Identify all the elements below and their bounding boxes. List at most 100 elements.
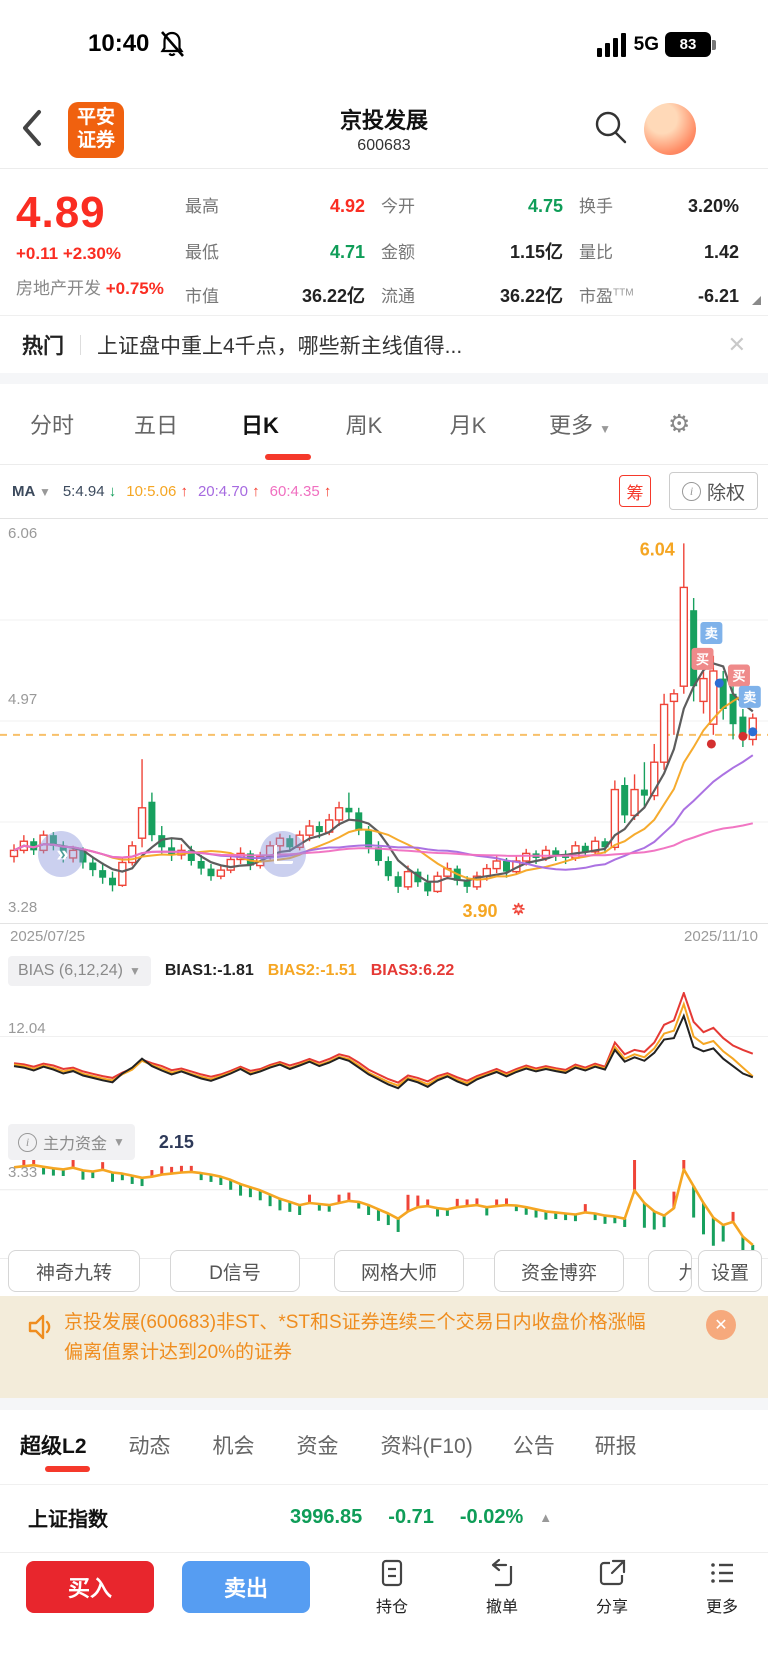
battery-icon: 83 bbox=[665, 32, 711, 57]
ma-selector[interactable]: MA ▼ bbox=[12, 482, 51, 500]
landscape-rotate-badge[interactable] bbox=[260, 831, 306, 877]
fast-forward-icon: » bbox=[56, 841, 68, 866]
tab-minute[interactable]: 分时 bbox=[29, 413, 74, 438]
fast-forward-badge[interactable]: » bbox=[38, 831, 84, 877]
settings-button[interactable]: 设置 bbox=[698, 1250, 762, 1292]
period-tabs: 分时 五日 日K 周K 月K 更多 ▼ ⚙ bbox=[0, 384, 768, 464]
action-bar: 买入 卖出 持仓 撤单 分享 更多 bbox=[0, 1552, 768, 1649]
chevron-down-icon: ▼ bbox=[599, 422, 612, 436]
svg-text:卖: 卖 bbox=[705, 626, 718, 641]
tab-more[interactable]: 更多 ▼ bbox=[548, 413, 612, 438]
clock: 10:40 bbox=[88, 30, 150, 57]
ma-indicator-bar: MA ▼ 5:4.94 ↓ 10:5.06 ↑ 20:4.70 ↑ 60:4.3… bbox=[0, 466, 768, 516]
tab-research[interactable]: 研报 bbox=[594, 1435, 637, 1458]
broker-logo[interactable]: 平安 证券 bbox=[68, 102, 124, 158]
magic-nine-button[interactable]: 神奇九转 bbox=[8, 1250, 140, 1292]
fund-header: i 主力资金 ▼ 2.15 bbox=[0, 1124, 768, 1160]
status-bar-right: 5G 83 bbox=[596, 32, 716, 57]
last-price: 4.89 bbox=[16, 188, 106, 237]
cancel-order-button[interactable]: 撤单 bbox=[462, 1557, 542, 1617]
sector-line[interactable]: 房地产开发 +0.75% bbox=[16, 274, 164, 299]
share-button[interactable]: 分享 bbox=[572, 1557, 652, 1617]
field-label: 金额 bbox=[381, 243, 415, 262]
rotate-icon bbox=[273, 844, 293, 864]
bias-header: BIAS (6,12,24) ▼ BIAS1:-1.81 BIAS2:-1.51 … bbox=[0, 952, 768, 990]
svg-text:3.90: 3.90 bbox=[462, 901, 497, 921]
field-label: 最低 bbox=[185, 243, 219, 262]
tab-daily-k[interactable]: 日K bbox=[241, 413, 279, 438]
risk-notice-banner: 京投发展(600683)非ST、*ST和S证券连续三个交易日内收盘价格涨幅偏离值… bbox=[0, 1296, 768, 1398]
clipped-tool-button[interactable]: 九 bbox=[648, 1250, 692, 1292]
field-label: 市盈TTM bbox=[579, 287, 634, 306]
avatar[interactable] bbox=[644, 103, 696, 155]
fund-selector[interactable]: i 主力资金 ▼ bbox=[8, 1124, 135, 1160]
price-block: 4.89 +0.11 +2.30% 房地产开发 +0.75% bbox=[16, 188, 164, 299]
svg-text:6.04: 6.04 bbox=[640, 539, 675, 559]
notice-close-icon[interactable]: ✕ bbox=[706, 1310, 736, 1340]
d-signal-button[interactable]: D信号 bbox=[170, 1250, 300, 1292]
price-change: +0.11 +2.30% bbox=[16, 244, 121, 263]
tab-f10[interactable]: 资料(F10) bbox=[380, 1435, 473, 1458]
quote-row-1: 最高 4.92 今开 4.75 换手 3.20% bbox=[185, 192, 760, 217]
share-label: 分享 bbox=[595, 1599, 628, 1616]
back-icon[interactable] bbox=[20, 108, 44, 148]
chip-distribution-button[interactable]: 筹 bbox=[618, 475, 651, 507]
grid-master-button[interactable]: 网格大师 bbox=[334, 1250, 464, 1292]
field-label: 市值 bbox=[185, 287, 219, 306]
search-icon[interactable] bbox=[592, 108, 630, 146]
more-button[interactable]: 更多 bbox=[682, 1557, 762, 1617]
field-label: 最高 bbox=[185, 197, 219, 216]
hot-headline[interactable]: 上证盘中重上4千点，哪些新主线值得... bbox=[97, 334, 463, 358]
date-start: 2025/07/25 bbox=[10, 928, 86, 945]
fund-chart[interactable]: 3.33 bbox=[0, 1160, 768, 1256]
hot-close-icon[interactable]: ✕ bbox=[727, 331, 746, 357]
risk-notice-text: 京投发展(600683)非ST、*ST和S证券连续三个交易日内收盘价格涨幅偏离值… bbox=[64, 1312, 646, 1364]
y-axis-label-high: 6.06 bbox=[8, 525, 38, 542]
positions-button[interactable]: 持仓 bbox=[352, 1557, 432, 1617]
ma60-value: 60:4.35 ↑ bbox=[269, 482, 332, 500]
field-label: 今开 bbox=[381, 197, 415, 216]
bias-selector[interactable]: BIAS (6,12,24) ▼ bbox=[8, 956, 151, 986]
tab-funds[interactable]: 资金 bbox=[296, 1435, 339, 1458]
tab-monthly-k[interactable]: 月K bbox=[449, 413, 487, 438]
quote-row-2: 最低 4.71 金额 1.15亿 量比 1.42 bbox=[185, 238, 760, 264]
tab-opportunity[interactable]: 机会 bbox=[212, 1435, 255, 1458]
cancel-order-label: 撤单 bbox=[485, 1599, 518, 1616]
tab-weekly-k[interactable]: 周K bbox=[345, 413, 383, 438]
share-icon bbox=[599, 1559, 626, 1586]
stock-name: 京投发展 bbox=[339, 108, 428, 133]
info-icon: i bbox=[18, 1132, 37, 1152]
field-value: 4.92 bbox=[329, 196, 365, 216]
active-tab-underline bbox=[265, 454, 311, 460]
positions-label: 持仓 bbox=[375, 1599, 408, 1616]
index-bar[interactable]: 上证指数 3996.85 -0.71 -0.02% ▲ bbox=[0, 1484, 768, 1549]
tab-super-l2[interactable]: 超级L2 bbox=[20, 1435, 87, 1458]
candlestick-chart[interactable]: 6.04 3.90 卖买买卖 6.06 4.97 3.28 » bbox=[0, 518, 768, 924]
status-bar-left: 10:40 bbox=[88, 30, 185, 58]
collapse-icon[interactable]: ▲ bbox=[539, 1509, 553, 1525]
gear-icon[interactable]: ⚙ bbox=[668, 410, 691, 438]
restore-rights-button[interactable]: i 除权 bbox=[668, 472, 758, 510]
field-label: 量比 bbox=[579, 243, 613, 262]
header-title-block: 京投发展 600683 bbox=[234, 103, 534, 155]
fund-game-button[interactable]: 资金博弈 bbox=[494, 1250, 624, 1292]
fund-canvas bbox=[0, 1160, 768, 1256]
field-value: 4.75 bbox=[527, 196, 563, 216]
tab-5day[interactable]: 五日 bbox=[133, 413, 178, 438]
index-value: 3996.85 bbox=[290, 1505, 363, 1528]
sell-button[interactable]: 卖出 bbox=[182, 1561, 310, 1613]
field-label: 换手 bbox=[579, 197, 613, 216]
sector-name: 房地产开发 bbox=[16, 279, 101, 298]
hot-tag: 热门 bbox=[22, 334, 64, 358]
buy-button[interactable]: 买入 bbox=[26, 1561, 154, 1613]
sector-change: +0.75% bbox=[105, 279, 164, 298]
tab-dynamics[interactable]: 动态 bbox=[128, 1435, 171, 1458]
date-end: 2025/11/10 bbox=[684, 928, 758, 945]
bias-axis-label: 12.04 bbox=[8, 1020, 46, 1037]
field-value: 36.22亿 bbox=[499, 286, 563, 306]
tab-announcements[interactable]: 公告 bbox=[512, 1435, 555, 1458]
bias-chart[interactable]: 12.04 bbox=[0, 992, 768, 1124]
svg-text:买: 买 bbox=[696, 652, 709, 667]
quote-expand-icon[interactable] bbox=[752, 296, 761, 305]
candlestick-canvas: 6.04 3.90 卖买买卖 bbox=[0, 519, 768, 923]
